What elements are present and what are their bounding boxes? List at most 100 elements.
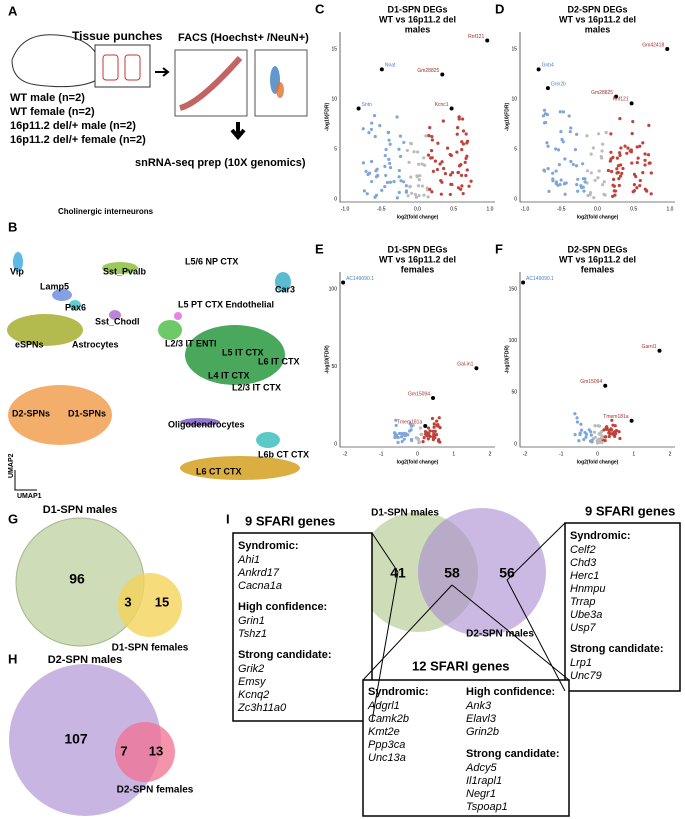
point	[438, 162, 442, 166]
point	[397, 175, 401, 179]
gene-point	[603, 383, 608, 388]
point	[420, 432, 424, 436]
panel-letter: H	[8, 651, 17, 666]
point	[440, 180, 444, 184]
y-tick-label: 0	[334, 441, 337, 447]
plot-subtitle: females	[401, 264, 435, 274]
point	[397, 168, 401, 173]
point	[617, 430, 621, 434]
point	[460, 117, 465, 121]
cluster-label: L2/3 IT ENTl	[165, 338, 217, 348]
y-tick-label: 150	[509, 286, 518, 292]
x-axis-label: log2(fold change)	[577, 214, 619, 220]
point	[417, 162, 421, 166]
point	[612, 177, 616, 182]
point	[430, 416, 435, 421]
point	[559, 130, 563, 134]
x-tick-label: 1	[632, 451, 635, 457]
panel-letter: A	[8, 3, 18, 18]
point	[618, 153, 622, 157]
point	[402, 140, 406, 145]
cluster-label: L6b CT CTX	[258, 449, 309, 459]
point	[463, 160, 467, 164]
gene-point	[614, 94, 619, 99]
gene-name: Chd3	[570, 557, 597, 569]
gene-box	[362, 679, 570, 817]
point	[412, 150, 416, 154]
box-title: 12 SFARI genes	[412, 658, 510, 673]
venn-count: 58	[444, 565, 460, 581]
point	[467, 184, 471, 188]
point	[603, 439, 607, 443]
point	[625, 151, 629, 155]
venn-count: 15	[155, 594, 169, 609]
point	[606, 168, 610, 173]
gene-point	[485, 38, 490, 43]
point	[372, 114, 377, 118]
plot-subtitle: females	[581, 264, 615, 274]
point	[596, 424, 600, 428]
point	[643, 163, 647, 167]
point	[397, 190, 401, 195]
point	[418, 426, 423, 430]
x-tick-label: 0.0	[594, 206, 601, 212]
gene-label: Nnat	[385, 63, 396, 69]
gene-label: Gnb4	[542, 63, 554, 69]
gene-name: Tshz1	[238, 628, 267, 640]
y-tick-label: 100	[329, 286, 338, 292]
venn-count: 13	[149, 743, 163, 758]
point	[592, 430, 597, 434]
gene-name: Kmt2e	[368, 726, 400, 738]
point	[367, 131, 371, 135]
point	[426, 195, 430, 199]
point	[404, 190, 408, 194]
y-tick-label: 5	[334, 146, 337, 152]
point	[374, 175, 379, 179]
cluster-label: Vip	[10, 266, 24, 276]
point	[641, 141, 645, 145]
point	[561, 110, 566, 114]
gene-name: Camk2b	[368, 713, 409, 725]
point	[593, 424, 597, 428]
venn-count: 107	[64, 731, 88, 747]
point	[611, 155, 615, 160]
cluster-label: L6 CT CTX	[196, 466, 242, 476]
point	[417, 440, 421, 444]
point	[420, 184, 424, 188]
point	[568, 130, 572, 134]
cluster-label: L6 IT CTX	[258, 356, 300, 366]
punch	[124, 54, 141, 81]
gene-name: Hnmpu	[570, 583, 605, 595]
gene-label: Sntn	[362, 102, 373, 108]
point	[429, 148, 434, 153]
point	[417, 194, 421, 198]
umap-axes	[14, 470, 37, 491]
point	[459, 173, 464, 178]
plot-subtitle: males	[585, 24, 611, 34]
point	[574, 164, 579, 168]
point	[456, 170, 460, 175]
point	[581, 177, 585, 181]
point	[387, 138, 391, 142]
point	[438, 426, 442, 430]
point	[422, 163, 427, 167]
point	[424, 134, 428, 138]
point	[383, 153, 387, 158]
gene-name: Ube3a	[570, 609, 602, 621]
point	[432, 422, 436, 426]
point	[554, 147, 558, 151]
point	[608, 159, 612, 163]
point	[597, 432, 601, 436]
point	[422, 156, 426, 160]
set-label: D2-SPN males	[48, 654, 123, 666]
point	[409, 424, 414, 428]
group: WT male (n=2)	[10, 92, 85, 104]
point	[634, 174, 638, 179]
point	[564, 181, 568, 185]
venn-circle	[9, 664, 161, 816]
axes	[519, 32, 675, 203]
point	[596, 176, 600, 180]
y-axis-label: -log10(FDR)	[324, 103, 330, 132]
point	[365, 192, 369, 196]
y-tick-label: 100	[509, 338, 518, 344]
